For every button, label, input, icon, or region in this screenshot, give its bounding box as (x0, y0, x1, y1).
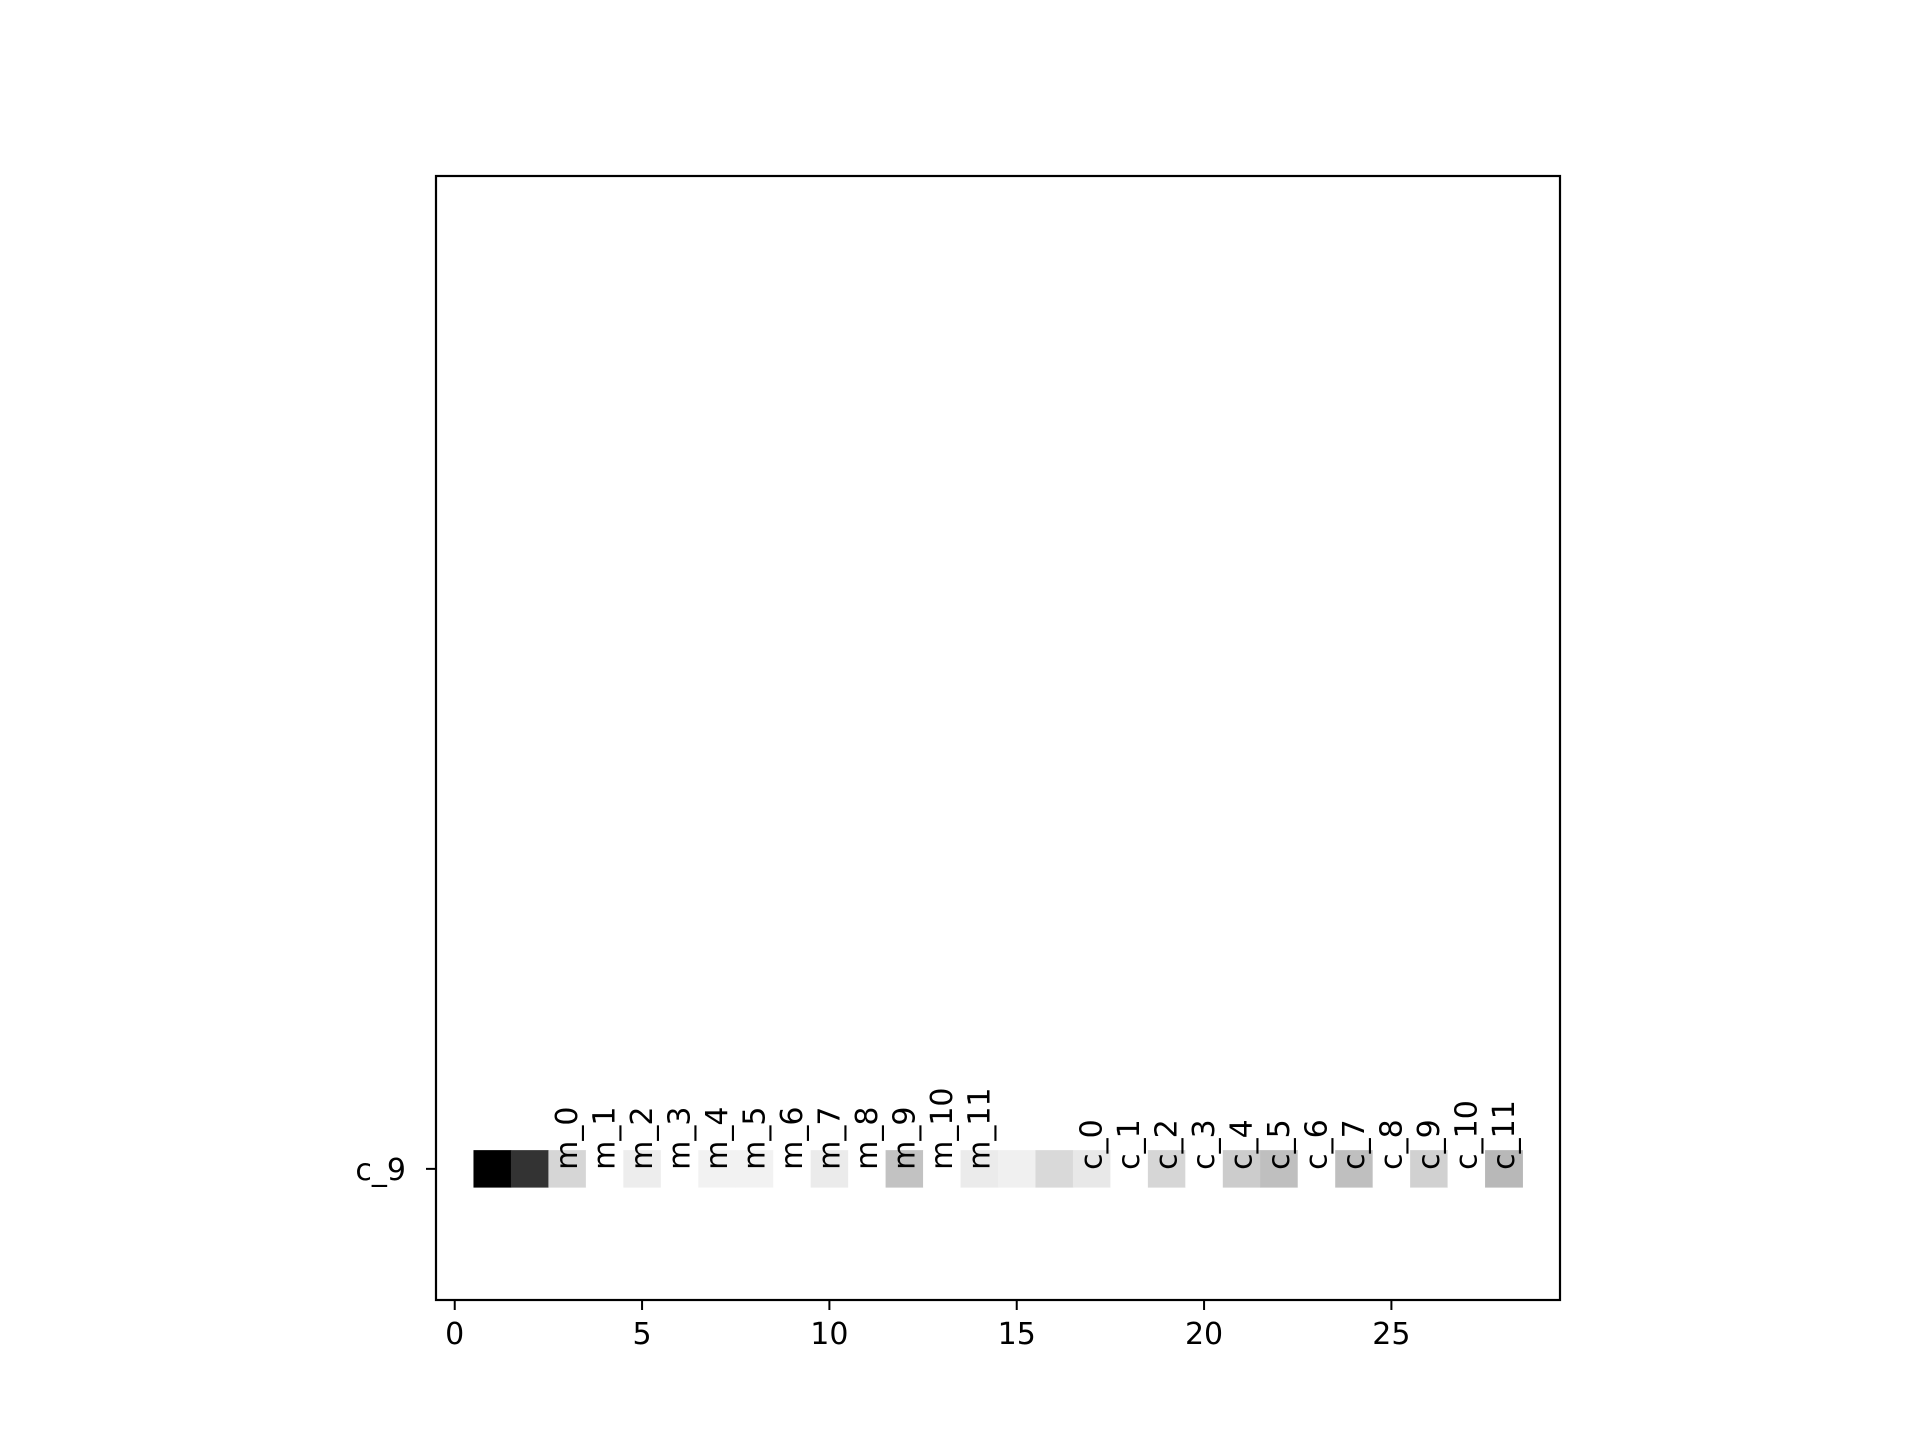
cell-annotation: m_5 (737, 1107, 772, 1170)
heatmap-cell (698, 1150, 737, 1188)
heatmap-cell (623, 1150, 662, 1188)
cell-annotation: m_8 (850, 1107, 885, 1170)
heatmap-cell (960, 1150, 999, 1188)
heatmap-cell (1372, 1150, 1411, 1188)
heatmap-cell (1297, 1150, 1336, 1188)
x-tick-label: 0 (445, 1317, 464, 1352)
x-tick-label: 25 (1372, 1317, 1410, 1352)
heatmap-cells (473, 1150, 1523, 1188)
cell-annotation: c_1 (1112, 1119, 1147, 1170)
cell-annotation: c_5 (1262, 1119, 1297, 1170)
cell-annotation: c_4 (1225, 1119, 1260, 1170)
heatmap-cell (885, 1150, 924, 1188)
cell-annotation: c_3 (1187, 1119, 1222, 1170)
cell-annotation: c_9 (1412, 1119, 1447, 1170)
heatmap-cell (810, 1150, 849, 1188)
cell-annotation: m_0 (550, 1107, 585, 1170)
x-tick-label: 15 (998, 1317, 1036, 1352)
x-tick-label: 20 (1185, 1317, 1223, 1352)
heatmap-cell (1072, 1150, 1111, 1188)
heatmap-cell (1485, 1150, 1523, 1188)
cell-annotation: c_0 (1075, 1119, 1110, 1170)
cell-annotation: c_6 (1299, 1119, 1334, 1170)
cell-annotation: m_9 (887, 1107, 922, 1170)
y-tick-label: c_9 (355, 1153, 406, 1188)
heatmap-cell (1147, 1150, 1186, 1188)
cell-annotation: c_10 (1449, 1100, 1484, 1170)
heatmap-cell (660, 1150, 699, 1188)
cell-annotation: c_11 (1487, 1100, 1522, 1170)
heatmap-cell (735, 1150, 774, 1188)
cell-annotation: m_10 (925, 1087, 960, 1169)
cell-annotation: m_1 (588, 1107, 623, 1170)
heatmap-cell (1035, 1150, 1074, 1188)
heatmap-cell (548, 1150, 587, 1188)
y-axis: c_9 (355, 1153, 436, 1188)
cell-annotation: c_7 (1337, 1119, 1372, 1170)
plot-area-frame (434, 174, 1562, 1302)
cell-annotation: m_7 (812, 1107, 847, 1170)
cell-annotation: m_4 (700, 1107, 735, 1170)
cell-annotation: m_2 (625, 1107, 660, 1170)
heatmap-cell (1222, 1150, 1261, 1188)
heatmap-cell (1410, 1150, 1448, 1188)
heatmap-cell (1260, 1150, 1299, 1188)
cell-annotation: c_2 (1150, 1119, 1185, 1170)
heatmap-cell (473, 1150, 512, 1188)
cell-annotation: c_8 (1374, 1119, 1409, 1170)
heatmap-cell (1110, 1150, 1149, 1188)
heatmap-cell (1185, 1150, 1224, 1188)
heatmap-cell (1447, 1150, 1486, 1188)
cell-annotation: m_3 (663, 1107, 698, 1170)
cell-annotation: m_11 (962, 1087, 997, 1169)
cell-annotation: m_6 (775, 1107, 810, 1170)
heatmap-cell (585, 1150, 624, 1188)
cell-annotations: m_0 m_1 m_2 m_3 m_4 m_5 m_6 m_7 m_8 m_9 m_10 m_11 c_… (550, 1087, 1522, 1169)
heatmap-cell (773, 1150, 812, 1188)
x-axis: 0 5 10 15 20 25 (445, 1300, 1410, 1352)
heatmap-cell (510, 1150, 549, 1188)
x-tick-label: 10 (810, 1317, 848, 1352)
heatmap-cell (1335, 1150, 1374, 1188)
heatmap-cell (923, 1150, 961, 1188)
heatmap-cell (998, 1150, 1036, 1188)
heatmap-cell (848, 1150, 886, 1188)
x-tick-label: 5 (633, 1317, 652, 1352)
